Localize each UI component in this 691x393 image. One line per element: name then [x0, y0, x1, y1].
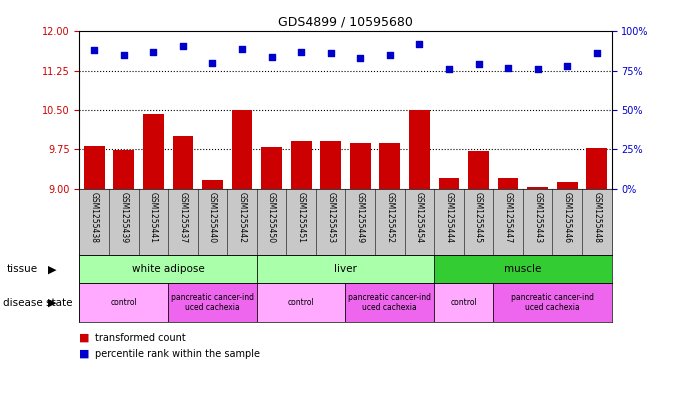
Text: GSM1255439: GSM1255439	[120, 192, 129, 243]
Bar	[84, 146, 104, 189]
Text: pancreatic cancer-ind
uced cachexia: pancreatic cancer-ind uced cachexia	[511, 293, 594, 312]
Bar	[346, 283, 434, 322]
Point	[414, 41, 425, 47]
Text: GSM1255447: GSM1255447	[504, 192, 513, 243]
Text: ■: ■	[79, 349, 90, 359]
Bar	[143, 114, 164, 189]
Bar	[202, 180, 223, 189]
Point	[118, 52, 129, 58]
Bar	[434, 283, 493, 322]
Point	[148, 49, 159, 55]
Bar	[321, 141, 341, 189]
Text: GSM1255454: GSM1255454	[415, 192, 424, 243]
Bar	[113, 151, 134, 189]
Point	[88, 47, 100, 53]
Point	[591, 50, 603, 57]
Bar	[527, 187, 548, 189]
Bar	[439, 178, 460, 189]
Point	[296, 49, 307, 55]
Bar	[434, 255, 612, 283]
Point	[473, 61, 484, 68]
Text: tissue: tissue	[7, 264, 38, 274]
Text: muscle: muscle	[504, 264, 542, 274]
Bar	[257, 283, 346, 322]
Text: white adipose: white adipose	[132, 264, 205, 274]
Point	[207, 60, 218, 66]
Text: GSM1255450: GSM1255450	[267, 192, 276, 243]
Point	[236, 46, 247, 52]
Bar	[291, 141, 312, 189]
Point	[502, 64, 513, 71]
Text: liver: liver	[334, 264, 357, 274]
Bar	[409, 110, 430, 189]
Point	[444, 66, 455, 72]
Bar	[168, 283, 257, 322]
Bar	[468, 151, 489, 189]
Text: GSM1255437: GSM1255437	[178, 192, 187, 243]
Text: GSM1255442: GSM1255442	[238, 192, 247, 243]
Bar	[261, 147, 282, 189]
Bar	[557, 182, 578, 189]
Point	[562, 63, 573, 69]
Point	[384, 52, 395, 58]
Text: GSM1255438: GSM1255438	[90, 192, 99, 243]
Text: GSM1255443: GSM1255443	[533, 192, 542, 243]
Text: GSM1255449: GSM1255449	[356, 192, 365, 243]
Bar	[350, 143, 370, 189]
Text: GSM1255448: GSM1255448	[592, 192, 601, 243]
Point	[532, 66, 543, 72]
Text: GSM1255440: GSM1255440	[208, 192, 217, 243]
Text: transformed count: transformed count	[95, 333, 185, 343]
Text: disease state: disease state	[3, 298, 73, 308]
Text: pancreatic cancer-ind
uced cachexia: pancreatic cancer-ind uced cachexia	[171, 293, 254, 312]
Bar	[231, 110, 252, 189]
Bar	[173, 136, 193, 189]
Text: pancreatic cancer-ind
uced cachexia: pancreatic cancer-ind uced cachexia	[348, 293, 431, 312]
Bar	[257, 255, 434, 283]
Text: ▶: ▶	[48, 264, 56, 274]
Text: GSM1255451: GSM1255451	[296, 192, 305, 243]
Text: ▶: ▶	[48, 298, 56, 308]
Text: ■: ■	[79, 333, 90, 343]
Text: GSM1255444: GSM1255444	[444, 192, 453, 243]
Text: GSM1255452: GSM1255452	[386, 192, 395, 243]
Bar	[493, 283, 612, 322]
Text: GSM1255445: GSM1255445	[474, 192, 483, 243]
Text: control: control	[451, 298, 477, 307]
Bar	[498, 178, 518, 189]
Text: GSM1255441: GSM1255441	[149, 192, 158, 243]
Point	[178, 42, 189, 49]
Text: control: control	[287, 298, 314, 307]
Text: GDS4899 / 10595680: GDS4899 / 10595680	[278, 16, 413, 29]
Bar	[587, 148, 607, 189]
Text: percentile rank within the sample: percentile rank within the sample	[95, 349, 260, 359]
Point	[266, 53, 277, 60]
Point	[354, 55, 366, 61]
Text: GSM1255446: GSM1255446	[562, 192, 571, 243]
Bar	[79, 255, 257, 283]
Text: control: control	[111, 298, 138, 307]
Text: GSM1255453: GSM1255453	[326, 192, 335, 243]
Point	[325, 50, 337, 57]
Bar	[79, 283, 168, 322]
Bar	[379, 143, 400, 189]
